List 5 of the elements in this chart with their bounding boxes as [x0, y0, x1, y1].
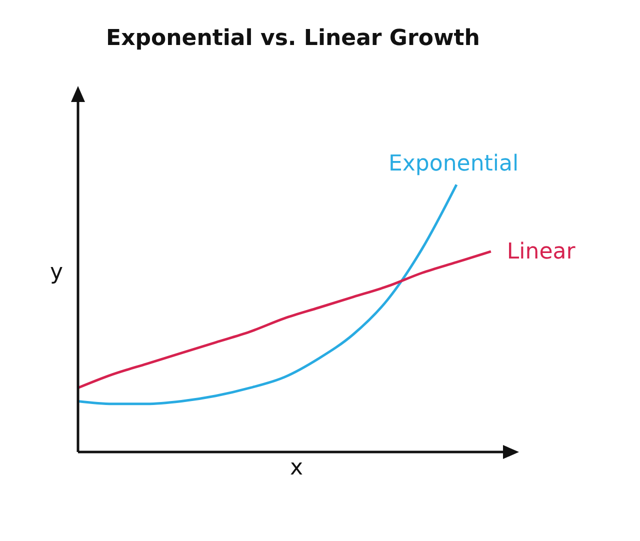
x-axis-title: x	[290, 456, 304, 481]
series-label: Linear	[506, 239, 576, 264]
series-label: Exponential	[388, 152, 519, 177]
chart-title: Exponential vs. Linear Growth	[105, 26, 481, 51]
y-axis-title: y	[50, 260, 63, 285]
